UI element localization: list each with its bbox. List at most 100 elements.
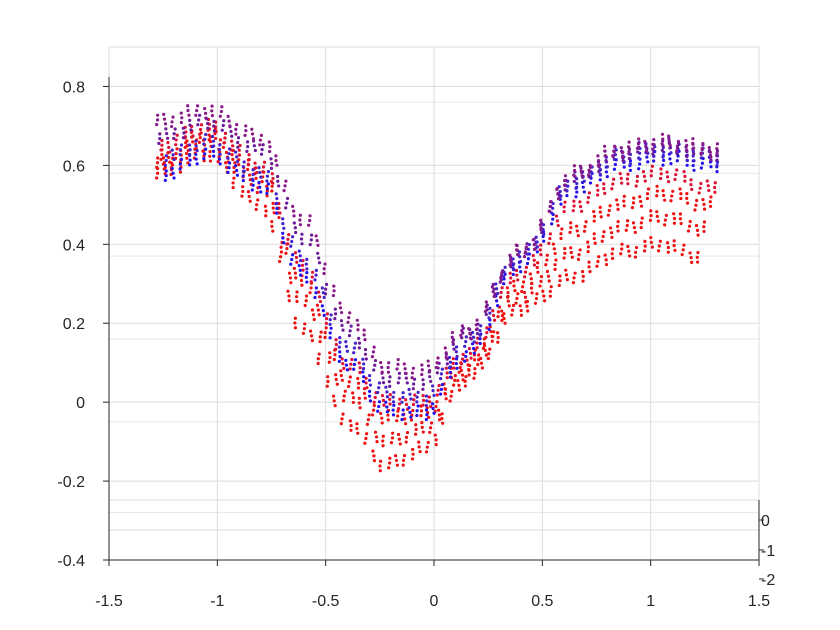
data-point bbox=[212, 144, 216, 148]
data-point bbox=[420, 368, 424, 372]
data-point bbox=[226, 156, 230, 160]
data-point bbox=[167, 145, 171, 149]
data-point bbox=[435, 400, 439, 404]
data-point bbox=[444, 355, 448, 360]
data-point bbox=[431, 402, 435, 406]
data-point bbox=[304, 299, 308, 303]
data-point bbox=[491, 282, 495, 287]
data-point bbox=[159, 157, 163, 161]
data-point bbox=[512, 262, 516, 266]
data-point bbox=[691, 141, 695, 145]
data-point bbox=[316, 308, 320, 312]
data-point bbox=[191, 140, 195, 144]
data-point bbox=[351, 391, 355, 395]
data-point bbox=[637, 156, 641, 160]
data-point bbox=[610, 256, 615, 261]
data-point bbox=[320, 304, 324, 308]
data-point bbox=[676, 139, 681, 144]
data-point bbox=[293, 271, 297, 275]
data-point bbox=[258, 143, 262, 147]
data-point bbox=[401, 458, 406, 462]
data-point bbox=[157, 141, 161, 145]
data-point bbox=[334, 347, 338, 351]
data-point bbox=[705, 179, 709, 183]
data-point bbox=[608, 204, 612, 208]
data-point bbox=[547, 241, 551, 245]
data-point bbox=[227, 119, 231, 123]
data-point bbox=[323, 331, 327, 335]
data-point bbox=[270, 184, 274, 188]
data-point bbox=[324, 326, 328, 330]
data-point bbox=[489, 329, 493, 334]
data-point bbox=[555, 219, 560, 223]
data-point bbox=[665, 170, 669, 174]
data-point bbox=[227, 152, 231, 156]
data-point bbox=[264, 209, 268, 213]
data-point bbox=[533, 301, 538, 305]
data-point bbox=[311, 270, 315, 274]
data-point bbox=[358, 366, 362, 370]
data-point bbox=[661, 189, 665, 193]
data-point bbox=[407, 406, 411, 410]
data-point bbox=[155, 171, 160, 175]
data-point bbox=[267, 140, 271, 144]
data-point bbox=[586, 195, 591, 200]
data-point bbox=[198, 127, 203, 132]
data-point bbox=[371, 449, 375, 453]
data-point bbox=[163, 178, 167, 183]
data-point bbox=[640, 216, 644, 220]
data-point bbox=[417, 445, 421, 449]
data-point bbox=[340, 417, 344, 421]
data-point bbox=[502, 316, 506, 321]
data-point bbox=[613, 144, 617, 148]
data-point bbox=[410, 457, 415, 461]
data-point bbox=[274, 211, 279, 215]
data-point bbox=[263, 204, 267, 208]
data-point bbox=[698, 186, 702, 190]
data-point bbox=[572, 199, 576, 203]
data-point bbox=[619, 176, 623, 180]
data-point bbox=[459, 333, 463, 337]
data-point bbox=[316, 251, 320, 255]
data-point bbox=[287, 271, 292, 275]
data-point bbox=[264, 214, 268, 218]
data-point bbox=[634, 184, 638, 188]
data-point bbox=[586, 249, 590, 254]
data-point bbox=[578, 164, 583, 168]
data-point bbox=[194, 144, 198, 148]
data-point bbox=[713, 181, 717, 185]
data-point bbox=[460, 328, 464, 333]
data-point bbox=[323, 335, 327, 339]
data-point bbox=[341, 399, 346, 403]
data-point bbox=[554, 258, 558, 262]
data-point bbox=[709, 195, 713, 199]
data-point bbox=[396, 357, 400, 362]
data-point bbox=[344, 340, 348, 344]
data-point bbox=[274, 154, 278, 158]
data-point bbox=[682, 170, 686, 174]
data-point bbox=[323, 292, 328, 296]
data-point bbox=[361, 367, 366, 371]
data-point bbox=[463, 384, 467, 388]
data-point bbox=[344, 363, 348, 367]
data-point bbox=[702, 207, 707, 211]
data-point bbox=[362, 328, 366, 332]
data-point bbox=[398, 442, 402, 446]
data-point bbox=[678, 187, 682, 191]
data-point bbox=[355, 422, 359, 426]
data-point bbox=[471, 346, 476, 351]
data-point bbox=[234, 127, 238, 131]
data-point bbox=[518, 304, 522, 308]
data-point bbox=[557, 283, 561, 288]
data-point bbox=[699, 156, 703, 160]
data-point bbox=[420, 363, 424, 367]
data-point bbox=[487, 316, 491, 320]
data-point bbox=[559, 236, 563, 241]
data-point bbox=[380, 416, 384, 420]
data-point bbox=[411, 452, 415, 456]
data-point bbox=[310, 275, 314, 279]
data-point bbox=[531, 253, 535, 258]
data-point bbox=[673, 248, 677, 252]
data-point bbox=[309, 238, 313, 242]
data-point bbox=[234, 150, 238, 154]
